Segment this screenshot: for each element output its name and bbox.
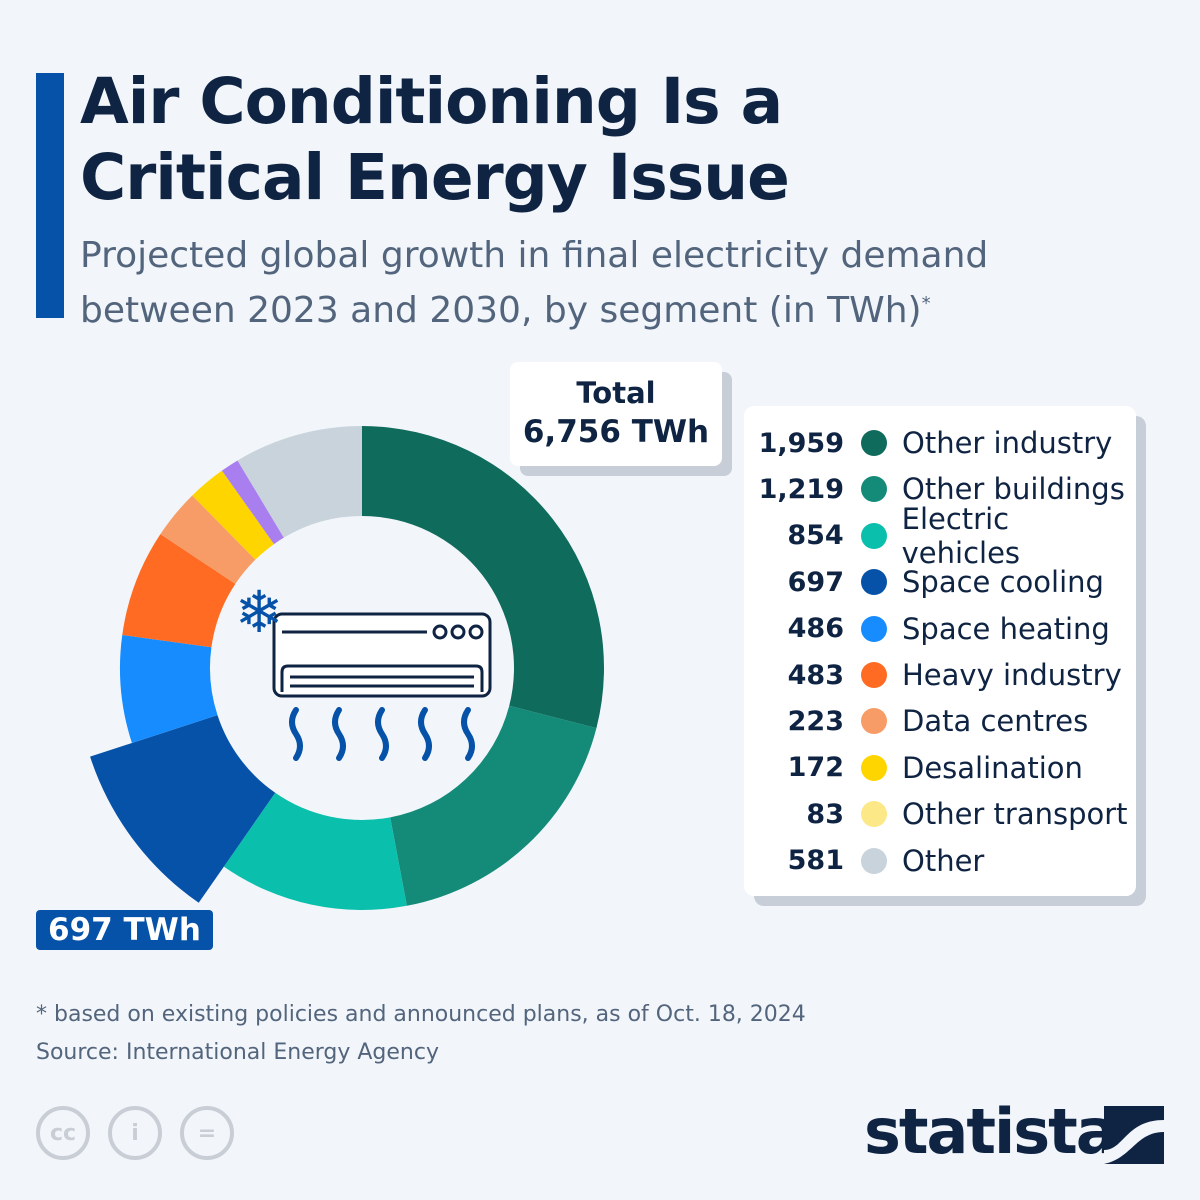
legend-swatch bbox=[861, 662, 887, 688]
slice-other-buildings bbox=[390, 705, 597, 906]
legend-item: 172 Desalination bbox=[744, 745, 1083, 791]
page-title: Air Conditioning Is a Critical Energy Iss… bbox=[80, 65, 790, 214]
slice-space-heating bbox=[119, 634, 218, 743]
airflow-icon bbox=[289, 707, 475, 761]
footnote: * based on existing policies and announc… bbox=[36, 1002, 806, 1027]
slice-space-cooling bbox=[90, 715, 276, 903]
total-box: Total 6,756 TWh bbox=[510, 362, 722, 466]
legend-value: 483 bbox=[787, 659, 844, 691]
snowflake-icon: ❄ bbox=[235, 578, 284, 646]
legend-value: 83 bbox=[806, 798, 844, 830]
legend-value: 223 bbox=[787, 705, 844, 737]
legend-swatch bbox=[860, 522, 887, 549]
legend-value: 581 bbox=[787, 845, 844, 877]
attribution-icon[interactable]: i bbox=[108, 1106, 162, 1160]
legend-item: 1,219 Other buildings bbox=[744, 466, 1125, 512]
total-label: Total bbox=[576, 376, 656, 410]
accent-bar bbox=[36, 73, 64, 318]
legend-label: Other bbox=[902, 843, 985, 878]
legend: 1,959 Other industry 1,219 Other buildings 8… bbox=[744, 406, 1136, 896]
legend-label: Space heating bbox=[902, 611, 1110, 646]
legend-item: 486 Space heating bbox=[744, 606, 1110, 652]
cc-icon[interactable]: cc bbox=[36, 1106, 90, 1160]
statista-logo[interactable]: statista bbox=[864, 1095, 1118, 1168]
legend-item: 581 Other bbox=[744, 838, 985, 884]
legend-swatch bbox=[861, 476, 887, 503]
slice-electric-vehicles bbox=[223, 792, 407, 910]
air-conditioner-icon bbox=[272, 612, 492, 698]
legend-swatch bbox=[861, 708, 887, 735]
legend-label: Other industry bbox=[902, 426, 1113, 460]
legend-item: 854 Electric vehicles bbox=[744, 502, 1136, 570]
legend-label: Other transport bbox=[902, 797, 1128, 832]
no-derivatives-icon[interactable]: = bbox=[180, 1106, 234, 1160]
total-value: 6,756 TWh bbox=[522, 414, 710, 450]
legend-value: 486 bbox=[787, 613, 844, 645]
slice-desalination bbox=[192, 470, 274, 560]
slice-other bbox=[237, 426, 362, 538]
legend-label: Heavy industry bbox=[902, 658, 1122, 692]
legend-swatch bbox=[861, 847, 887, 874]
slice-data-centres bbox=[160, 495, 256, 584]
legend-item: 697 Space cooling bbox=[744, 559, 1104, 605]
source: Source: International Energy Agency bbox=[36, 1040, 439, 1065]
legend-label: Other buildings bbox=[902, 472, 1125, 507]
legend-swatch bbox=[861, 430, 887, 456]
legend-label: Space cooling bbox=[902, 565, 1104, 600]
legend-swatch bbox=[861, 569, 887, 596]
legend-swatch bbox=[861, 754, 887, 781]
legend-swatch bbox=[861, 615, 887, 642]
legend-value: 1,959 bbox=[758, 427, 844, 459]
slice-other-industry bbox=[362, 426, 604, 729]
legend-item: 83 Other transport bbox=[744, 791, 1128, 837]
legend-label: Electric vehicles bbox=[901, 501, 1021, 570]
legend-value: 172 bbox=[787, 752, 844, 784]
slice-other-transport bbox=[221, 460, 284, 545]
legend-item: 483 Heavy industry bbox=[744, 652, 1122, 698]
subtitle: Projected global growth in final electri… bbox=[80, 235, 989, 331]
space-cooling-callout: 697 TWh bbox=[36, 910, 213, 950]
statista-logo-mark bbox=[1104, 1106, 1164, 1164]
legend-value: 1,219 bbox=[758, 473, 844, 505]
legend-swatch bbox=[861, 801, 887, 828]
legend-item: 223 Data centres bbox=[744, 698, 1089, 744]
slice-heavy-industry bbox=[122, 534, 236, 648]
legend-label: Data centres bbox=[902, 704, 1089, 739]
legend-item: 1,959 Other industry bbox=[744, 420, 1113, 466]
legend-label: Desalination bbox=[902, 750, 1083, 785]
legend-value: 697 bbox=[787, 566, 844, 598]
legend-value: 854 bbox=[787, 520, 844, 552]
